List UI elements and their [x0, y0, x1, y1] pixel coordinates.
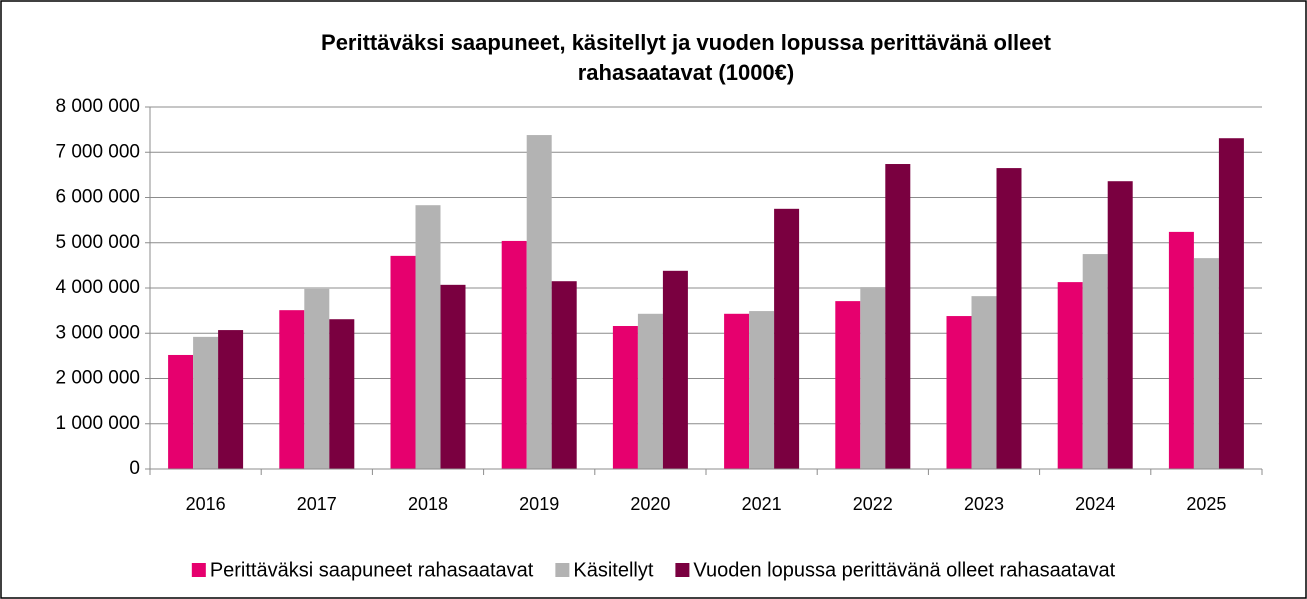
legend-swatch — [555, 563, 570, 577]
bar — [1193, 258, 1219, 469]
bar — [835, 301, 861, 469]
bar — [1057, 282, 1083, 469]
y-tick-label: 5 000 000 — [55, 232, 140, 253]
x-tick-label: 2019 — [519, 494, 559, 514]
x-tick-label: 2024 — [1075, 494, 1115, 514]
legend-swatch — [675, 563, 690, 577]
bar — [971, 296, 997, 469]
x-tick-label: 2023 — [964, 494, 1004, 514]
y-tick-label: 4 000 000 — [55, 277, 140, 298]
x-tick-label: 2017 — [297, 494, 337, 514]
y-tick-label: 8 000 000 — [55, 96, 140, 117]
bar — [724, 313, 750, 469]
chart-title: Perittäväksi saapuneet, käsitellyt ja vu… — [321, 30, 1052, 55]
y-tick-label: 0 — [129, 458, 140, 479]
legend-label: Vuoden lopussa perittävänä olleet rahasa… — [693, 559, 1115, 581]
bar — [749, 311, 775, 469]
bar — [390, 255, 416, 469]
bar — [885, 164, 911, 469]
x-tick-label: 2018 — [408, 494, 448, 514]
y-tick-label: 6 000 000 — [55, 187, 140, 208]
x-tick-label: 2022 — [853, 494, 893, 514]
legend-label: Käsitellyt — [573, 559, 653, 581]
legend-label: Perittäväksi saapuneet rahasaatavat — [210, 559, 534, 581]
bar — [1218, 138, 1244, 469]
bar — [996, 168, 1022, 469]
x-tick-label: 2020 — [630, 494, 670, 514]
chart-title: rahasaatavat (1000€) — [578, 60, 794, 85]
legend-swatch — [191, 563, 206, 577]
bar — [168, 354, 194, 469]
bar — [662, 270, 688, 469]
bar — [218, 330, 244, 469]
y-tick-label: 3 000 000 — [55, 322, 140, 343]
x-tick-label: 2021 — [742, 494, 782, 514]
bar — [1082, 254, 1108, 469]
y-tick-label: 2 000 000 — [55, 368, 140, 389]
bar — [1107, 181, 1133, 469]
y-tick-label: 1 000 000 — [55, 413, 140, 434]
bar — [526, 135, 552, 469]
bar — [946, 316, 972, 469]
bar — [279, 310, 305, 469]
bar — [1168, 231, 1194, 469]
bar — [860, 287, 886, 469]
bar — [501, 240, 527, 469]
bar — [415, 205, 441, 469]
bar — [774, 208, 800, 469]
bar — [193, 336, 219, 469]
bar — [304, 288, 330, 469]
y-tick-label: 7 000 000 — [55, 141, 140, 162]
x-tick-label: 2025 — [1186, 494, 1226, 514]
bar — [440, 284, 466, 469]
bar — [637, 313, 663, 469]
bar — [329, 319, 355, 469]
bar — [551, 281, 577, 469]
bar — [612, 326, 638, 469]
x-tick-label: 2016 — [186, 494, 226, 514]
